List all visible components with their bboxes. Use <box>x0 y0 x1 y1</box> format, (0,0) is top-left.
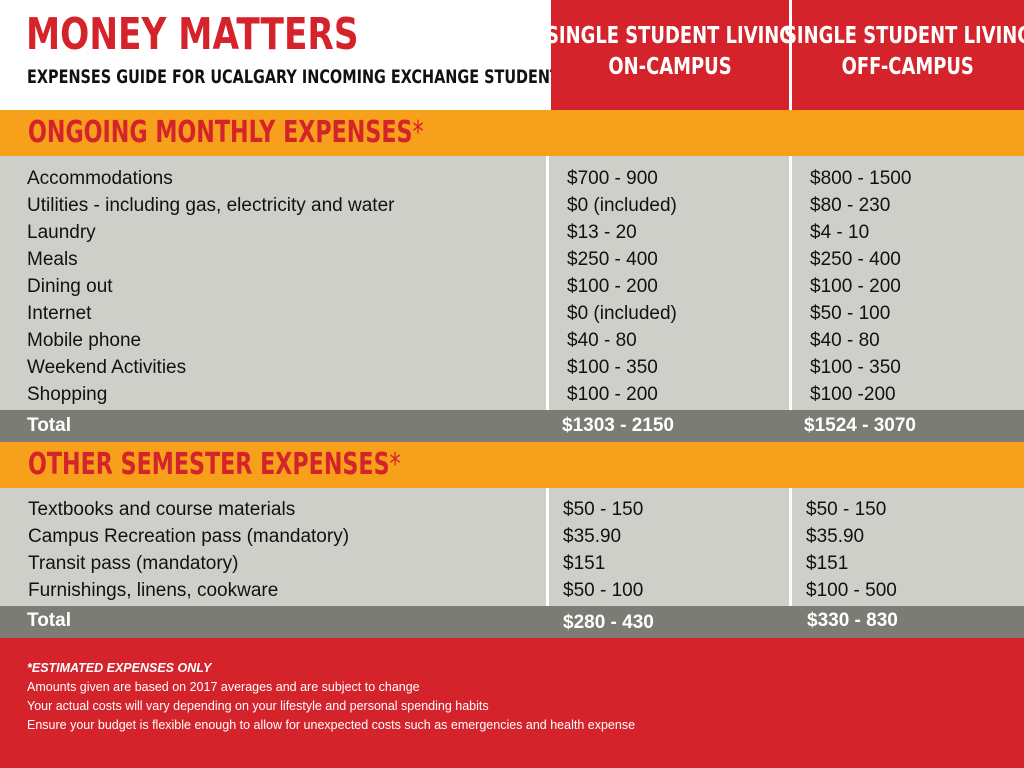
semester-row-on-campus: $50 - 100 <box>563 580 644 601</box>
column-header-on-campus-line2: ON-CAMPUS <box>608 54 732 80</box>
monthly-row-off-campus: $100 - 200 <box>810 276 901 297</box>
monthly-total-bar <box>0 410 1024 442</box>
semester-row-label: Furnishings, linens, cookware <box>28 580 279 601</box>
monthly-row-on-campus: $100 - 200 <box>567 384 658 405</box>
column-divider <box>546 488 549 606</box>
monthly-table-body <box>0 156 1024 410</box>
monthly-section-title-text: ONGOING MONTHLY EXPENSES <box>28 115 413 150</box>
monthly-total-on-campus: $1303 - 2150 <box>562 415 674 436</box>
semester-section-band <box>0 442 1024 488</box>
semester-section-title: OTHER SEMESTER EXPENSES* <box>28 448 401 482</box>
semester-row-off-campus: $50 - 150 <box>806 499 887 520</box>
monthly-section-band <box>0 110 1024 156</box>
monthly-row-label: Weekend Activities <box>27 357 187 378</box>
footer-note-line: Amounts given are based on 2017 averages… <box>27 680 420 694</box>
semester-row-off-campus: $151 <box>806 553 849 574</box>
semester-row-label: Textbooks and course materials <box>28 499 296 520</box>
monthly-row-on-campus: $0 (included) <box>567 195 677 216</box>
footer-estimate-note: *ESTIMATED EXPENSES ONLY <box>27 661 212 675</box>
semester-row-on-campus: $151 <box>563 553 606 574</box>
monthly-total-label: Total <box>27 415 71 436</box>
footer-note-line: Your actual costs will vary depending on… <box>27 699 489 713</box>
monthly-row-on-campus: $100 - 200 <box>567 276 658 297</box>
monthly-total-off-campus: $1524 - 3070 <box>804 415 916 436</box>
semester-row-label: Transit pass (mandatory) <box>28 553 239 574</box>
footer-notes <box>0 638 1024 768</box>
monthly-row-off-campus: $40 - 80 <box>810 330 880 351</box>
semester-row-off-campus: $35.90 <box>806 526 865 547</box>
column-divider <box>789 156 792 410</box>
monthly-row-on-campus: $700 - 900 <box>567 168 658 189</box>
monthly-row-on-campus: $13 - 20 <box>567 222 637 243</box>
page-subtitle: EXPENSES GUIDE FOR UCALGARY INCOMING EXC… <box>27 66 571 88</box>
monthly-row-on-campus: $40 - 80 <box>567 330 637 351</box>
column-divider <box>789 488 792 606</box>
semester-asterisk: * <box>389 447 401 482</box>
monthly-row-on-campus: $100 - 350 <box>567 357 658 378</box>
monthly-row-off-campus: $100 - 350 <box>810 357 901 378</box>
column-header-on-campus: SINGLE STUDENT LIVING ON-CAMPUS <box>546 0 794 110</box>
monthly-row-off-campus: $800 - 1500 <box>810 168 912 189</box>
semester-row-off-campus: $100 - 500 <box>806 580 897 601</box>
monthly-row-label: Utilities - including gas, electricity a… <box>27 195 395 216</box>
column-header-off-campus: SINGLE STUDENT LIVING OFF-CAMPUS <box>784 0 1024 110</box>
column-header-off-campus-line2: OFF-CAMPUS <box>841 54 975 80</box>
monthly-row-label: Shopping <box>27 384 108 405</box>
monthly-row-on-campus: $250 - 400 <box>567 249 658 270</box>
semester-row-on-campus: $35.90 <box>563 526 622 547</box>
semester-section-title-text: OTHER SEMESTER EXPENSES <box>28 447 390 482</box>
monthly-row-label: Meals <box>27 249 78 270</box>
semester-total-label: Total <box>27 610 71 631</box>
monthly-row-label: Accommodations <box>27 168 173 189</box>
semester-total-bar <box>0 606 1024 638</box>
monthly-row-label: Laundry <box>27 222 96 243</box>
footer-note-line: Ensure your budget is flexible enough to… <box>27 718 636 732</box>
semester-total-off-campus: $330 - 830 <box>807 610 898 631</box>
monthly-section-title: ONGOING MONTHLY EXPENSES* <box>28 116 424 150</box>
monthly-row-off-campus: $250 - 400 <box>810 249 901 270</box>
semester-table-body <box>0 488 1024 606</box>
monthly-row-label: Dining out <box>27 276 113 297</box>
monthly-asterisk: * <box>412 115 424 150</box>
monthly-row-off-campus: $100 -200 <box>810 384 896 405</box>
monthly-row-on-campus: $0 (included) <box>567 303 677 324</box>
page-title: MONEY MATTERS <box>26 9 359 60</box>
column-header-on-campus-line1: SINGLE STUDENT LIVING <box>545 23 795 49</box>
semester-total-on-campus: $280 - 430 <box>563 612 654 633</box>
monthly-row-label: Mobile phone <box>27 330 142 351</box>
column-divider <box>546 156 549 410</box>
monthly-row-label: Internet <box>27 303 92 324</box>
semester-row-on-campus: $50 - 150 <box>563 499 644 520</box>
monthly-row-off-campus: $4 - 10 <box>810 222 870 243</box>
column-header-off-campus-line1: SINGLE STUDENT LIVING <box>783 23 1024 49</box>
semester-row-label: Campus Recreation pass (mandatory) <box>28 526 350 547</box>
header-title-area <box>0 0 550 110</box>
monthly-row-off-campus: $80 - 230 <box>810 195 891 216</box>
monthly-row-off-campus: $50 - 100 <box>810 303 891 324</box>
